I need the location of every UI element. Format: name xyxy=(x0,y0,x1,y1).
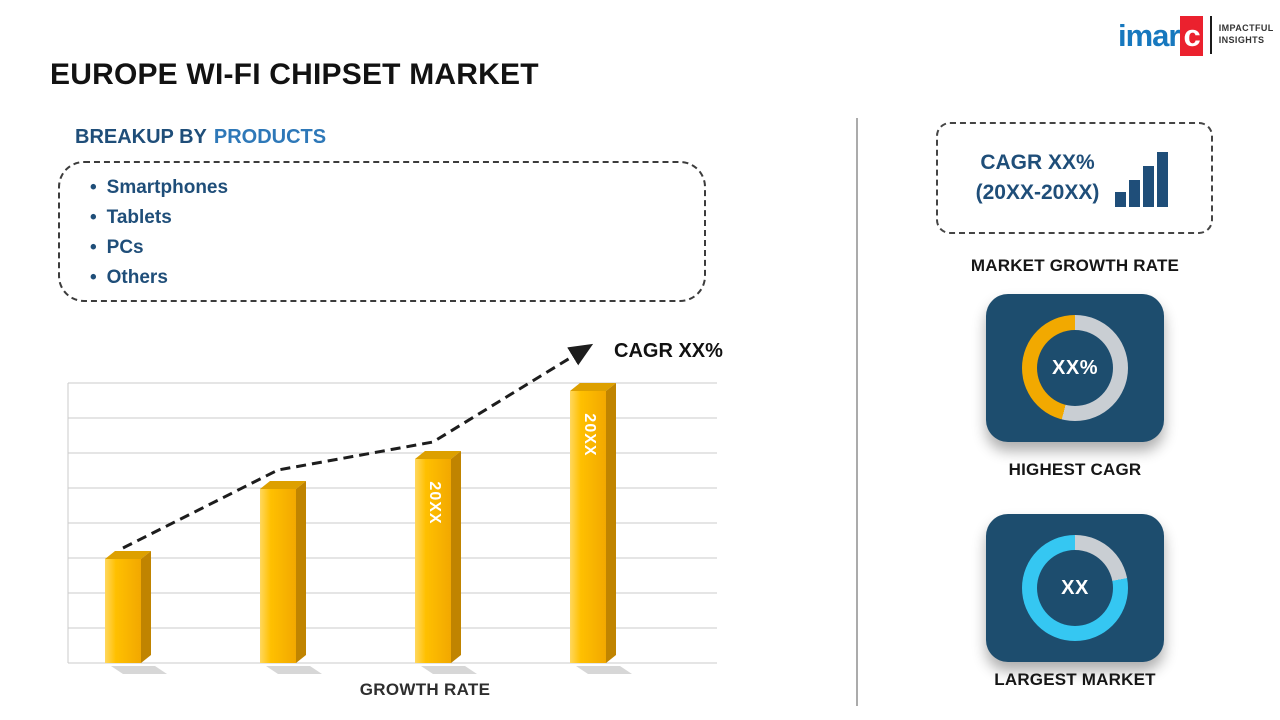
products-list: Smartphones Tablets PCs Others xyxy=(90,173,704,293)
largest-market-donut: XX xyxy=(1022,535,1128,641)
logo-divider xyxy=(1209,16,1212,54)
cagr-card-line2: (20XX-20XX) xyxy=(975,181,1100,204)
logo-tagline-top: IMPACTFUL xyxy=(1218,23,1274,34)
logo-brand-suffix: c xyxy=(1180,15,1203,56)
breakup-heading-highlight: PRODUCTS xyxy=(213,126,327,148)
highest-cagr-donut: XX% xyxy=(1022,315,1128,421)
logo-brand-prefix: imar xyxy=(1118,17,1180,53)
logo-tagline: IMPACTFUL INSIGHTS xyxy=(1219,23,1274,46)
cagr-annotation: CAGR XX% xyxy=(614,340,723,362)
svg-text:20XX: 20XX xyxy=(581,413,598,456)
highest-cagr-caption: HIGHEST CAGR xyxy=(1008,460,1142,479)
logo-wordmark: imar c xyxy=(1118,15,1203,56)
product-item: PCs xyxy=(90,233,704,263)
cagr-card: CAGR XX% (20XX-20XX) xyxy=(936,122,1213,234)
growth-bar-chart: 20XX 20XX xyxy=(67,343,717,674)
vertical-divider xyxy=(856,118,858,706)
page-title: EUROPE WI-FI CHIPSET MARKET xyxy=(50,58,539,91)
logo-tagline-bottom: INSIGHTS xyxy=(1218,35,1265,45)
market-growth-rate-caption: MARKET GROWTH RATE xyxy=(970,256,1180,275)
largest-market-tile: XX xyxy=(986,514,1164,662)
product-item: Smartphones xyxy=(90,173,704,203)
breakup-heading-prefix: BREAKUP BY xyxy=(75,126,207,148)
largest-market-value: XX xyxy=(1061,576,1089,599)
growth-bars-icon xyxy=(1115,152,1169,207)
product-item: Others xyxy=(90,263,704,293)
chart-x-axis-label: GROWTH RATE xyxy=(359,680,491,699)
highest-cagr-value: XX% xyxy=(1052,356,1098,379)
largest-market-caption: LARGEST MARKET xyxy=(994,670,1156,689)
cagr-card-text: CAGR XX% (20XX-20XX) xyxy=(976,148,1100,209)
svg-text:20XX: 20XX xyxy=(426,481,443,524)
cagr-card-line1: CAGR XX% xyxy=(980,150,1095,174)
highest-cagr-tile: XX% xyxy=(986,294,1164,442)
highest-cagr-donut-hole: XX% xyxy=(1037,330,1113,406)
largest-market-donut-hole: XX xyxy=(1037,550,1113,626)
imarc-logo: imar c IMPACTFUL INSIGHTS xyxy=(1118,15,1274,56)
breakup-heading: BREAKUP BY PRODUCTS xyxy=(75,126,326,149)
product-item: Tablets xyxy=(90,203,704,233)
products-box: Smartphones Tablets PCs Others xyxy=(58,161,706,302)
